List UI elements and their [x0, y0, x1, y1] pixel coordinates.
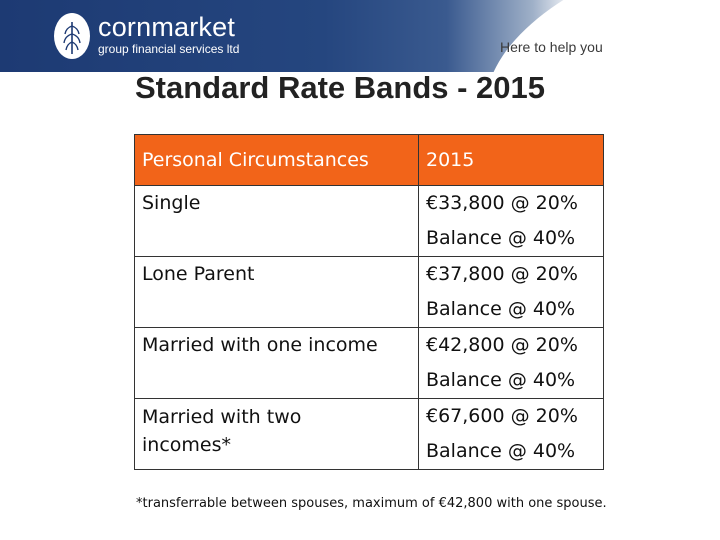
- wheat-logo-icon: [54, 13, 90, 59]
- brand-name: cornmarket: [98, 12, 236, 42]
- row-band: €37,800 @ 20% Balance @ 40%: [418, 256, 604, 328]
- row-band: €42,800 @ 20% Balance @ 40%: [418, 327, 604, 399]
- header-year: 2015: [418, 134, 604, 186]
- band-rate: €37,800 @ 20%: [426, 263, 578, 285]
- circumstance-label: Married with one income: [142, 334, 378, 356]
- slide-title: Standard Rate Bands - 2015: [135, 70, 546, 105]
- band-rate: €33,800 @ 20%: [426, 192, 578, 214]
- rate-bands-table: Personal Circumstances 2015 Single €33,8…: [134, 134, 604, 470]
- circumstance-label: Lone Parent: [142, 263, 255, 285]
- balance-rate: Balance @ 40%: [426, 369, 576, 391]
- tagline: Here to help you: [500, 39, 603, 55]
- table-row: Lone Parent €37,800 @ 20% Balance @ 40%: [134, 256, 604, 328]
- balance-rate: Balance @ 40%: [426, 440, 576, 462]
- brand-subtitle: group financial services ltd: [98, 42, 240, 56]
- footnote: *transferrable between spouses, maximum …: [136, 496, 607, 511]
- table-row: Single €33,800 @ 20% Balance @ 40%: [134, 185, 604, 257]
- circumstance-label: Single: [142, 192, 201, 214]
- row-band: €33,800 @ 20% Balance @ 40%: [418, 185, 604, 257]
- row-circumstance: Single: [134, 185, 419, 257]
- table-row: Married with two incomes* €67,600 @ 20% …: [134, 398, 604, 470]
- row-circumstance: Married with one income: [134, 327, 419, 399]
- balance-rate: Balance @ 40%: [426, 298, 576, 320]
- table-row: Married with one income €42,800 @ 20% Ba…: [134, 327, 604, 399]
- header-banner: cornmarket group financial services ltd …: [0, 0, 720, 72]
- rate-table: Personal Circumstances 2015 Single €33,8…: [134, 134, 604, 470]
- row-band: €67,600 @ 20% Balance @ 40%: [418, 398, 604, 470]
- row-circumstance: Married with two incomes*: [134, 398, 419, 470]
- balance-rate: Balance @ 40%: [426, 227, 576, 249]
- row-circumstance: Lone Parent: [134, 256, 419, 328]
- table-header-row: Personal Circumstances 2015: [134, 134, 604, 186]
- header-circumstances: Personal Circumstances: [134, 134, 419, 186]
- band-rate: €42,800 @ 20%: [426, 334, 578, 356]
- circumstance-label: Married with two incomes*: [142, 406, 302, 456]
- band-rate: €67,600 @ 20%: [426, 405, 578, 427]
